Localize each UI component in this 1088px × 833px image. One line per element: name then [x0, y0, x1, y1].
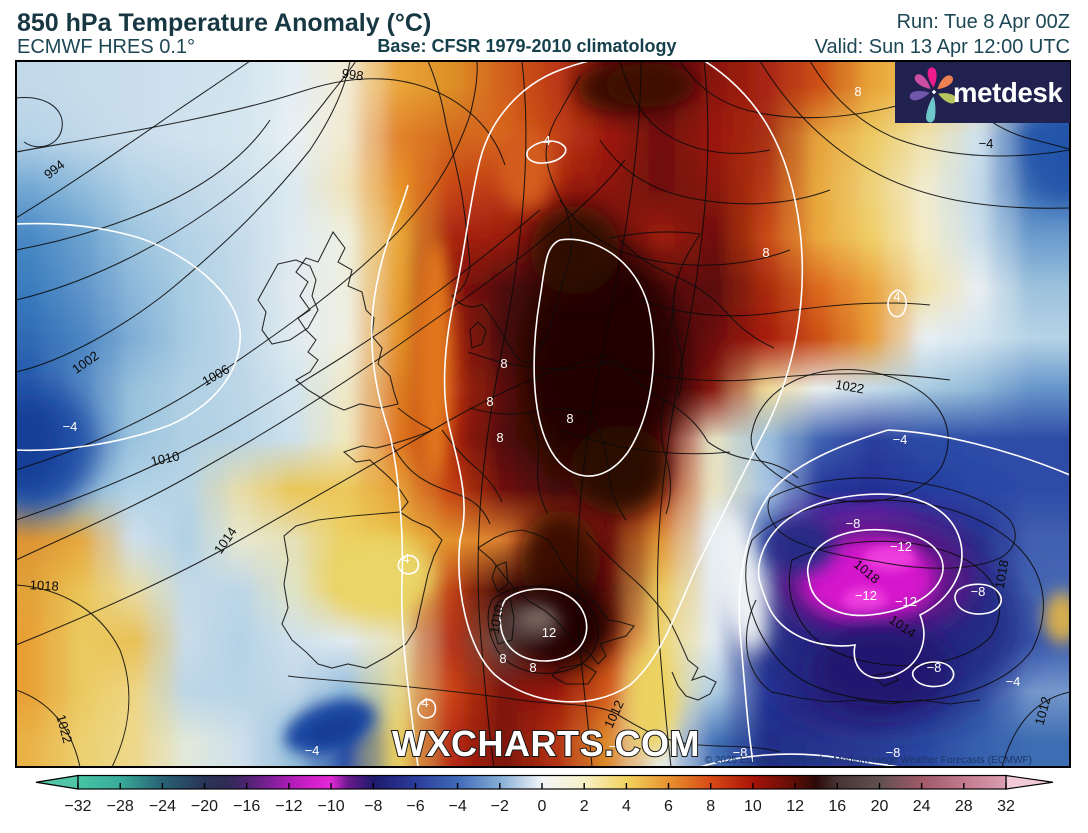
svg-text:−4: −4 — [609, 739, 624, 754]
svg-text:1010: 1010 — [487, 604, 507, 635]
svg-text:1022: 1022 — [834, 377, 865, 397]
svg-text:−4: −4 — [1006, 674, 1021, 689]
svg-text:−6: −6 — [406, 798, 424, 815]
svg-text:2: 2 — [580, 798, 589, 815]
svg-text:−8: −8 — [927, 660, 942, 675]
svg-text:−8: −8 — [733, 745, 748, 760]
svg-text:−8: −8 — [886, 745, 901, 760]
svg-text:−8: −8 — [846, 516, 861, 531]
svg-text:4: 4 — [893, 289, 900, 304]
svg-text:1012: 1012 — [1032, 695, 1054, 727]
svg-text:12: 12 — [542, 625, 556, 640]
svg-text:−28: −28 — [107, 798, 134, 815]
svg-text:6: 6 — [664, 798, 673, 815]
svg-text:−2: −2 — [491, 798, 509, 815]
svg-text:© 2025 European Centre for Med: © 2025 European Centre for Medium-range … — [705, 755, 1032, 766]
svg-text:−10: −10 — [318, 798, 345, 815]
svg-text:16: 16 — [828, 798, 846, 815]
svg-text:metdesk: metdesk — [953, 77, 1063, 108]
svg-text:8: 8 — [762, 245, 769, 260]
svg-text:8: 8 — [706, 798, 715, 815]
svg-text:1018: 1018 — [29, 577, 59, 593]
svg-text:1018: 1018 — [992, 559, 1012, 590]
svg-text:−8: −8 — [971, 584, 986, 599]
svg-text:−32: −32 — [64, 798, 91, 815]
svg-text:Valid: Sun 13 Apr 12:00 UTC: Valid: Sun 13 Apr 12:00 UTC — [815, 36, 1070, 58]
svg-text:1022: 1022 — [53, 713, 75, 745]
svg-text:10: 10 — [744, 798, 762, 815]
svg-text:850 hPa Temperature Anomaly (°: 850 hPa Temperature Anomaly (°C) — [17, 9, 431, 37]
svg-text:12: 12 — [786, 798, 804, 815]
svg-text:−4: −4 — [305, 743, 320, 758]
svg-text:28: 28 — [955, 798, 973, 815]
svg-text:Base: CFSR 1979-2010 climatolo: Base: CFSR 1979-2010 climatology — [377, 36, 676, 56]
svg-text:ECMWF HRES 0.1°: ECMWF HRES 0.1° — [17, 36, 195, 58]
svg-text:4: 4 — [622, 798, 631, 815]
svg-text:4: 4 — [543, 133, 550, 148]
svg-text:−12: −12 — [890, 539, 912, 554]
svg-text:32: 32 — [997, 798, 1015, 815]
svg-text:8: 8 — [486, 394, 493, 409]
svg-text:−12: −12 — [275, 798, 302, 815]
svg-text:8: 8 — [500, 356, 507, 371]
svg-text:−12: −12 — [895, 594, 917, 609]
svg-text:0: 0 — [538, 798, 547, 815]
svg-text:4: 4 — [402, 551, 409, 566]
svg-text:1010: 1010 — [149, 448, 180, 469]
svg-text:998: 998 — [341, 66, 365, 84]
svg-text:−12: −12 — [855, 588, 877, 603]
svg-text:8: 8 — [854, 84, 861, 99]
svg-text:Run: Tue 8 Apr 00Z: Run: Tue 8 Apr 00Z — [897, 11, 1070, 33]
svg-text:4: 4 — [421, 695, 428, 710]
svg-text:−4: −4 — [448, 798, 466, 815]
svg-text:8: 8 — [566, 411, 573, 426]
svg-text:−16: −16 — [233, 798, 260, 815]
svg-text:8: 8 — [496, 430, 503, 445]
svg-text:−20: −20 — [191, 798, 218, 815]
svg-text:−24: −24 — [149, 798, 176, 815]
svg-text:−4: −4 — [893, 432, 908, 447]
svg-text:−8: −8 — [364, 798, 382, 815]
svg-text:8: 8 — [499, 651, 506, 666]
svg-text:24: 24 — [913, 798, 931, 815]
svg-text:WXCHARTS.COM: WXCHARTS.COM — [392, 723, 700, 764]
svg-text:20: 20 — [871, 798, 889, 815]
svg-text:8: 8 — [529, 660, 536, 675]
svg-text:−4: −4 — [63, 419, 78, 434]
svg-text:−4: −4 — [979, 136, 994, 151]
